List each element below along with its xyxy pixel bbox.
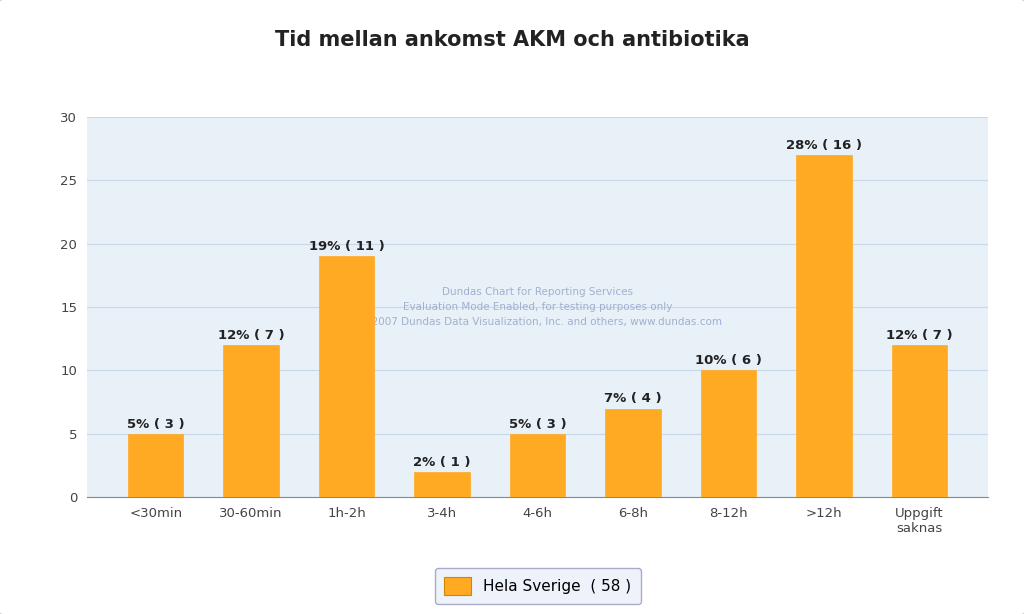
Text: Tid mellan ankomst AKM och antibiotika: Tid mellan ankomst AKM och antibiotika — [274, 30, 750, 50]
Bar — [415, 472, 470, 497]
Bar — [700, 370, 757, 497]
Bar — [223, 345, 279, 497]
Bar — [128, 434, 183, 497]
Text: 10% ( 6 ): 10% ( 6 ) — [695, 354, 762, 367]
Bar — [892, 345, 947, 497]
Bar — [318, 256, 375, 497]
Text: 5% ( 3 ): 5% ( 3 ) — [509, 418, 566, 431]
Text: Dundas Chart for Reporting Services
Evaluation Mode Enabled, for testing purpose: Dundas Chart for Reporting Services Eval… — [353, 287, 722, 327]
Text: 12% ( 7 ): 12% ( 7 ) — [218, 329, 285, 342]
Text: 2% ( 1 ): 2% ( 1 ) — [414, 456, 471, 469]
Bar — [605, 408, 660, 497]
Bar — [797, 155, 852, 497]
Text: 7% ( 4 ): 7% ( 4 ) — [604, 392, 662, 405]
Text: 19% ( 11 ): 19% ( 11 ) — [309, 240, 385, 253]
Text: 28% ( 16 ): 28% ( 16 ) — [786, 139, 862, 152]
Text: 5% ( 3 ): 5% ( 3 ) — [127, 418, 184, 431]
Legend: Hela Sverige  ( 58 ): Hela Sverige ( 58 ) — [434, 568, 641, 604]
Bar — [510, 434, 565, 497]
Text: 12% ( 7 ): 12% ( 7 ) — [886, 329, 952, 342]
